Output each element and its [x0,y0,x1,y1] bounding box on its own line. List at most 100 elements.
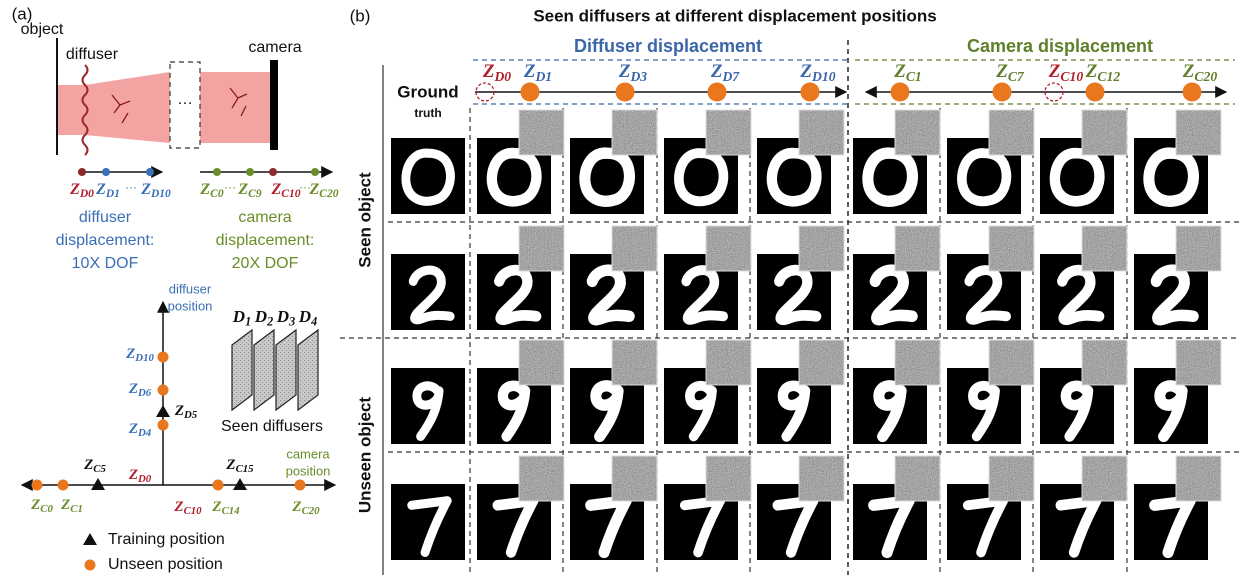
label-sub: 3 [288,314,295,328]
label-base: Z [174,403,184,419]
inset-border [1175,225,1222,272]
inset-border [798,109,845,156]
speckle-inset [612,110,657,155]
position-label: ZC10 [173,499,202,517]
dots: ··· [299,180,311,194]
speckle-inset [519,226,564,271]
label-base: D [276,307,289,326]
dots: ··· [224,180,236,194]
inset-border [894,225,941,272]
position-label: ZC9 [237,181,261,200]
label-base: Z [60,497,70,513]
digit-stroke [766,147,822,207]
position-label: ZC20 [1182,61,1218,84]
inset-border [1081,455,1128,502]
speckle-inset [1176,340,1221,385]
label-sub: C7 [1008,69,1025,84]
label-base: Z [893,61,906,82]
digit-stroke [579,147,635,207]
position-label: ZD10 [140,181,171,200]
speckle-inset [1176,110,1221,155]
inset-border [705,225,752,272]
digit-stroke [869,264,918,326]
inset-border [518,339,565,386]
label-sub: C12 [1097,69,1120,84]
position-label: D4 [298,307,317,328]
label-sub: C15 [236,463,255,475]
position-label: ZD5 [174,403,198,421]
position-label: D3 [276,307,295,328]
label-sub: C10 [281,188,300,200]
speckle-inset [989,340,1034,385]
inset-border [894,455,941,502]
diffuser-label: diffuser [66,46,119,63]
label-base: Z [710,61,723,82]
position-label: D1 [232,307,251,328]
position-label: ZD1 [523,61,552,84]
position-marker [91,478,105,490]
digit-stroke [674,148,729,207]
label-base: Z [125,346,135,362]
label-base: Z [83,457,93,473]
position-marker [1085,82,1105,102]
label-sub: D6 [137,387,152,399]
position-marker [890,82,910,102]
note: 20X DOF [232,255,299,272]
position-label: ZC7 [995,61,1025,84]
position-marker [1182,82,1202,102]
speckle-inset [799,456,844,501]
note: displacement: [56,232,155,249]
label-sub: D10 [134,352,154,364]
inset-border [705,109,752,156]
position-label: ZC10 [271,181,301,200]
position-label: ZD7 [710,61,740,84]
position-marker [233,478,247,490]
inset-border [518,225,565,272]
digit-stroke [1143,147,1199,207]
group-header: Camera displacement [967,36,1153,56]
speckle-inset [895,110,940,155]
axis-title: position [286,463,331,478]
digit-stroke [586,264,635,326]
position-label: ZD4 [128,421,152,439]
position-label: D2 [254,307,273,328]
position-label: ZD6 [128,381,152,399]
label-base: Z [1085,61,1098,82]
speckle-inset [612,456,657,501]
speckle-inset [519,110,564,155]
speckle-inset [799,226,844,271]
legend-label: Unseen position [108,556,223,573]
speckle-inset [706,340,751,385]
position-marker [212,479,224,491]
speckle-inset [989,456,1034,501]
label-sub: D0 [493,69,511,84]
label-base: Z [128,467,138,483]
dots: ··· [125,180,137,194]
digit-stroke [777,380,811,442]
position-label: ZD0 [482,61,511,84]
speckle-inset [612,340,657,385]
label-base: Z [271,181,282,198]
speckle-inset [1082,340,1127,385]
inset-border [1175,109,1222,156]
speckle-inset [519,456,564,501]
digit-stroke [590,380,624,443]
speckle-inset [706,110,751,155]
label-sub: C9 [248,188,262,200]
note: displacement: [216,232,315,249]
digit-stroke [681,265,729,325]
legend-label: Training position [108,531,225,548]
position-marker [800,82,820,102]
speckle-inset [799,110,844,155]
label-base: Z [799,61,812,82]
label-base: Z [618,61,631,82]
position-label: ZC0 [199,181,223,200]
speckle-inset [1082,456,1127,501]
inset-border [1175,455,1222,502]
label-base: Z [523,61,536,82]
inset-border [518,109,565,156]
axis-title: position [168,298,213,313]
inset-border [1081,339,1128,386]
inset-border [611,109,658,156]
